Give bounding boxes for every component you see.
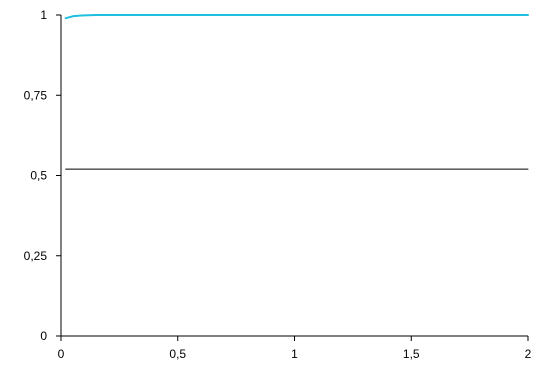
plot-area (64, 14, 529, 170)
axis-ticks: 0 0,25 0,5 0,75 1 0 0,5 1 1,5 2 (24, 8, 532, 361)
y-tick-label: 0 (40, 329, 47, 343)
x-tick-label: 0,5 (169, 347, 186, 361)
chart-axes (60, 15, 528, 337)
y-tick-label: 0,75 (24, 88, 48, 102)
x-tick-label: 0 (58, 347, 65, 361)
x-tick-label: 1 (291, 347, 298, 361)
y-tick-label: 1 (40, 8, 47, 22)
y-tick-label: 0,25 (24, 249, 48, 263)
x-tick-label: 2 (525, 347, 532, 361)
y-tick-label: 0,5 (30, 169, 47, 183)
x-tick-label: 1,5 (403, 347, 420, 361)
series-line-1 (64, 14, 529, 20)
